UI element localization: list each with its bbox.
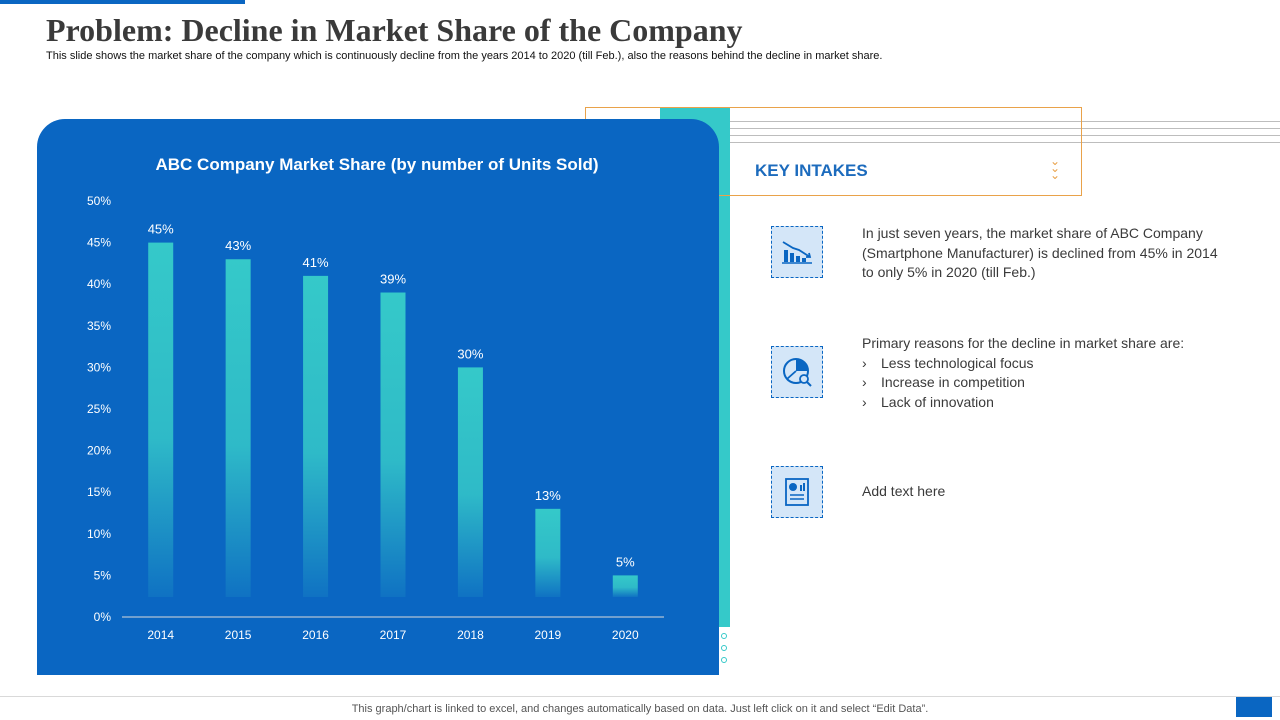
y-tick-label: 25% bbox=[87, 402, 111, 416]
y-tick-label: 15% bbox=[87, 485, 111, 499]
data-label: 13% bbox=[535, 488, 561, 503]
decorative-lines bbox=[730, 121, 1280, 143]
x-tick-label: 2014 bbox=[147, 628, 174, 642]
key-intakes-header bbox=[730, 146, 1079, 193]
bar-2015[interactable] bbox=[225, 259, 251, 597]
x-tick-label: 2018 bbox=[457, 628, 484, 642]
y-tick-label: 35% bbox=[87, 319, 111, 333]
bar-2018[interactable] bbox=[457, 367, 483, 597]
y-tick-label: 0% bbox=[94, 610, 112, 624]
data-label: 41% bbox=[303, 255, 329, 270]
top-accent-bar bbox=[0, 0, 245, 4]
y-tick-label: 50% bbox=[87, 194, 111, 208]
bar-2020[interactable] bbox=[612, 575, 638, 597]
data-label: 5% bbox=[616, 554, 635, 569]
y-tick-label: 10% bbox=[87, 527, 111, 541]
key-intake-intro: Primary reasons for the decline in marke… bbox=[862, 335, 1185, 351]
data-label: 30% bbox=[457, 346, 483, 361]
footer-accent-box bbox=[1236, 697, 1272, 717]
list-item: › Lack of innovation bbox=[862, 393, 994, 410]
bar-2017[interactable] bbox=[380, 292, 406, 597]
bar-chart[interactable]: ABC Company Market Share (by number of U… bbox=[37, 119, 719, 675]
page-subtitle: This slide shows the market share of the… bbox=[46, 50, 883, 62]
y-tick-label: 40% bbox=[87, 277, 111, 291]
x-tick-label: 2020 bbox=[612, 628, 639, 642]
key-intake-text-3[interactable]: Add text here bbox=[862, 483, 946, 499]
data-label: 39% bbox=[380, 272, 406, 287]
x-tick-label: 2016 bbox=[302, 628, 329, 642]
x-tick-label: 2015 bbox=[225, 628, 252, 642]
x-tick-label: 2017 bbox=[380, 628, 407, 642]
report-document-icon bbox=[771, 466, 823, 518]
y-tick-label: 20% bbox=[87, 444, 111, 458]
data-label: 45% bbox=[148, 222, 174, 237]
y-tick-label: 45% bbox=[87, 236, 111, 250]
key-intake-text-2: Primary reasons for the decline in marke… bbox=[862, 334, 1222, 412]
page-title: Problem: Decline in Market Share of the … bbox=[46, 12, 743, 48]
chevron-down-icon: ⌄ ⌄ ⌄ bbox=[1049, 154, 1061, 182]
y-tick-label: 30% bbox=[87, 360, 111, 374]
bar-2016[interactable] bbox=[303, 275, 329, 597]
decorative-dots bbox=[721, 633, 729, 669]
key-intake-text-1: In just seven years, the market share of… bbox=[862, 225, 1218, 280]
declining-chart-icon bbox=[771, 226, 823, 278]
chart-title: ABC Company Market Share (by number of U… bbox=[156, 155, 599, 174]
footer-divider bbox=[0, 696, 1280, 697]
key-intakes-title: KEY INTAKES bbox=[755, 161, 868, 180]
bar-2014[interactable] bbox=[148, 242, 174, 597]
y-tick-label: 5% bbox=[94, 568, 112, 582]
list-item: › Increase in competition bbox=[862, 374, 1025, 390]
bar-2019[interactable] bbox=[535, 508, 561, 597]
footer-note: This graph/chart is linked to excel, and… bbox=[351, 703, 929, 715]
list-item: › Less technological focus bbox=[862, 354, 1034, 371]
pie-analysis-icon bbox=[771, 346, 823, 398]
x-tick-label: 2019 bbox=[535, 628, 562, 642]
chart-panel[interactable]: ABC Company Market Share (by number of U… bbox=[37, 119, 719, 675]
data-label: 43% bbox=[225, 238, 251, 253]
